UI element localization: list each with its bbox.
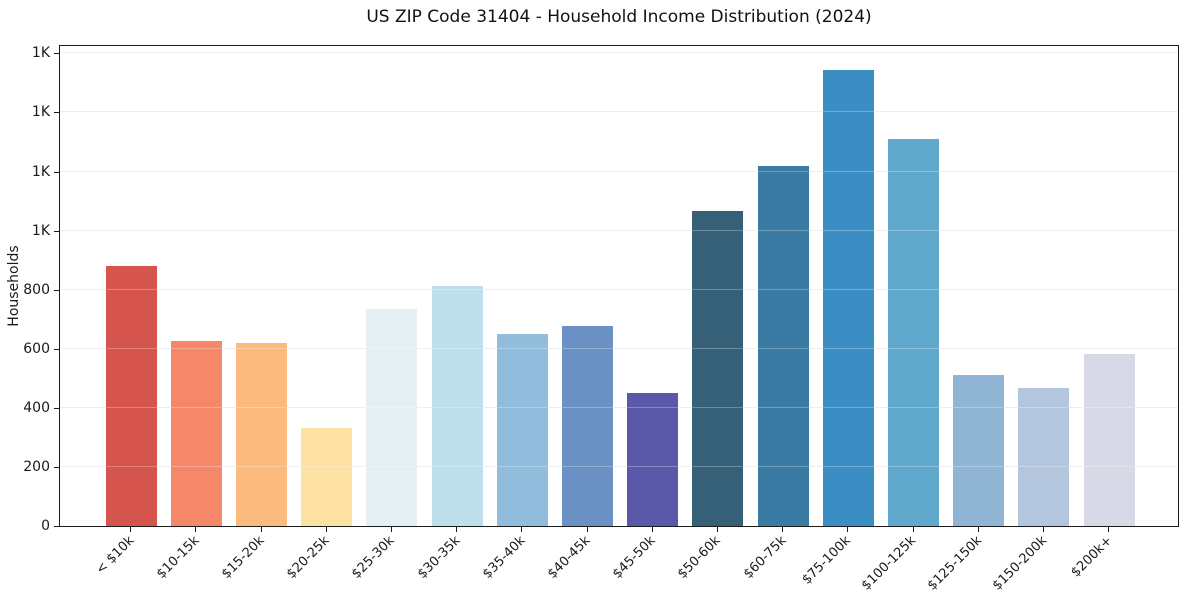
y-tick-mark [54, 407, 59, 409]
y-tick-mark [54, 112, 59, 114]
x-tick-mark [325, 527, 327, 532]
x-tick-mark [1108, 527, 1110, 532]
y-tick-mark [54, 466, 59, 468]
bar-$15-20k [236, 343, 287, 526]
gridline [60, 288, 1178, 290]
gridline-overlay [60, 170, 1178, 172]
gridline-overlay [60, 406, 1178, 408]
x-tick-mark [390, 527, 392, 532]
y-tick-label: 1K [31, 45, 50, 62]
x-tick-label-text: $40-45k [544, 533, 594, 582]
x-tick-label-text: $200k+ [1067, 533, 1115, 581]
x-tick-mark [456, 527, 458, 532]
x-tick-label-text: $100-125k [859, 533, 920, 590]
bar-$40-45k [562, 326, 613, 526]
x-tick-mark [521, 527, 523, 532]
gridline-overlay [60, 347, 1178, 349]
x-tick-label-text: $60-75k [740, 533, 789, 582]
x-tick-mark [1042, 527, 1044, 532]
x-tick-label-text: $30-35k [414, 533, 463, 582]
x-tick-label-text: < $10k [92, 533, 137, 578]
bar-$20-25k [301, 428, 353, 526]
bar-$35-40k [496, 334, 548, 526]
gridline [60, 170, 1178, 172]
x-tick-label-text: $25-30k [349, 533, 398, 582]
bar-$150-200k [1018, 388, 1070, 526]
bar-< $10k [105, 266, 157, 526]
gridline-overlay [60, 288, 1178, 290]
y-tick-label: 600 [23, 340, 50, 357]
bar-$200k+ [1083, 354, 1135, 526]
gridline [60, 465, 1178, 467]
gridline-overlay [60, 229, 1178, 231]
x-tick-label-text: $125-150k [924, 533, 985, 590]
y-tick-label: 800 [23, 281, 50, 298]
x-tick-mark [847, 527, 849, 532]
gridline [60, 347, 1178, 349]
y-tick-mark [54, 171, 59, 173]
bar-$25-30k [366, 309, 418, 526]
plot-area [59, 45, 1179, 527]
gridline [60, 229, 1178, 231]
gridline-overlay [60, 52, 1178, 54]
gridline-overlay [60, 465, 1178, 467]
gridline-overlay [60, 111, 1178, 113]
x-tick-mark [716, 527, 718, 532]
y-tick-mark [54, 348, 59, 350]
x-tick-label-text: $20-25k [284, 533, 333, 582]
x-tick-label-text: $50-60k [675, 533, 724, 582]
y-tick-label: 200 [23, 458, 50, 475]
bar-$100-125k [888, 139, 939, 526]
x-tick-mark [782, 527, 784, 532]
bar-$75-100k [822, 70, 874, 526]
bar-$45-50k [627, 393, 679, 526]
x-tick-mark [586, 527, 588, 532]
bar-$50-60k [692, 211, 744, 526]
y-tick-label: 1K [31, 222, 50, 239]
x-tick-label-text: $15-20k [218, 533, 268, 582]
x-tick-mark [651, 527, 653, 532]
y-tick-label: 1K [31, 104, 50, 121]
chart-title: US ZIP Code 31404 - Household Income Dis… [366, 7, 872, 27]
y-tick-mark [54, 53, 59, 55]
x-tick-mark [977, 527, 979, 532]
x-tick-mark [912, 527, 914, 532]
y-tick-label: 1K [31, 163, 50, 180]
gridline [60, 111, 1178, 113]
bar-$30-35k [431, 286, 483, 526]
x-tick-mark [260, 527, 262, 532]
bar-$10-15k [170, 341, 222, 526]
x-tick-label-text: $150-200k [989, 533, 1050, 590]
y-tick-label: 400 [23, 399, 50, 416]
y-tick-label: 0 [41, 518, 50, 534]
y-tick-mark [54, 230, 59, 232]
x-tick-label-text: $10-15k [153, 533, 203, 582]
x-tick-label-text: $75-100k [799, 533, 855, 588]
x-tick-label-text: $45-50k [610, 533, 659, 582]
y-tick-mark [54, 289, 59, 291]
x-tick-mark [130, 527, 132, 532]
bar-$60-75k [757, 166, 809, 526]
bar-$125-150k [953, 375, 1005, 526]
gridline [60, 406, 1178, 408]
y-tick-mark [54, 526, 59, 527]
x-tick-mark [195, 527, 197, 532]
gridline [60, 52, 1178, 54]
x-tick-label-text: $35-40k [479, 533, 529, 582]
